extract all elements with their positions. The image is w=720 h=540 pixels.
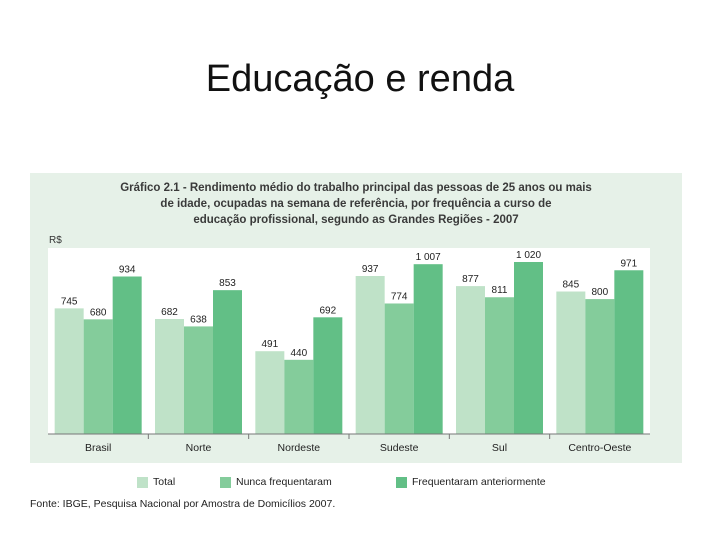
data-label: 491 <box>261 339 278 350</box>
data-label: 934 <box>119 265 136 276</box>
data-label: 811 <box>492 285 508 296</box>
legend-item-frequentaram: Frequentaram anteriormente <box>396 476 546 488</box>
legend-label: Total <box>153 476 176 488</box>
bar <box>155 318 184 434</box>
data-label: 682 <box>161 307 178 318</box>
bar <box>313 317 343 434</box>
bar <box>585 299 615 434</box>
source-note: Fonte: IBGE, Pesquisa Nacional por Amost… <box>30 498 336 510</box>
bar <box>485 297 514 434</box>
legend-swatch <box>220 476 231 488</box>
data-label: 971 <box>620 258 637 269</box>
legend-item-nunca: Nunca frequentaram <box>220 476 332 488</box>
x-tick-label: Sudeste <box>380 442 419 454</box>
bar <box>213 290 242 434</box>
bar <box>184 326 213 434</box>
data-label: 1 007 <box>416 252 441 263</box>
data-label: 845 <box>562 280 579 291</box>
chart-caption: Gráfico 2.1 - Rendimento médio do trabal… <box>30 180 682 228</box>
bar <box>456 286 485 434</box>
legend-label: Frequentaram anteriormente <box>412 476 546 488</box>
x-tick-label: Norte <box>186 442 212 454</box>
data-label: 680 <box>90 307 107 318</box>
legend-swatch <box>137 476 148 488</box>
legend-item-total: Total <box>137 476 175 488</box>
bar <box>83 319 113 434</box>
x-tick-label: Brasil <box>85 442 111 454</box>
legend-swatch <box>396 476 407 488</box>
data-label: 1 020 <box>516 250 541 261</box>
plot-area <box>48 248 650 434</box>
caption-line: educação profissional, segundo as Grande… <box>193 214 519 226</box>
data-label: 800 <box>591 287 608 298</box>
data-label: 692 <box>319 305 336 316</box>
slide-title: Educação e renda <box>205 58 515 100</box>
caption-line: Gráfico 2.1 - Rendimento médio do trabal… <box>120 182 592 194</box>
bar <box>614 270 644 434</box>
data-label: 745 <box>61 296 78 307</box>
bar <box>413 264 443 434</box>
legend-label: Nunca frequentaram <box>236 476 332 488</box>
bar <box>284 359 314 434</box>
data-label: 638 <box>190 314 207 325</box>
x-tick-label: Centro-Oeste <box>568 442 631 454</box>
bar <box>556 291 586 434</box>
bar <box>355 275 385 434</box>
bar <box>255 351 285 434</box>
bar <box>384 303 414 434</box>
data-label: 937 <box>362 264 379 275</box>
x-tick-label: Nordeste <box>278 442 321 454</box>
caption-line: de idade, ocupadas na semana de referênc… <box>160 198 552 210</box>
bar-chart: R$ 745 680 934 Brasil 682 638 853 Norte 491 440 692… <box>48 235 650 454</box>
bar <box>112 276 142 434</box>
bar <box>514 262 543 434</box>
x-tick-label: Sul <box>492 442 507 454</box>
data-label: 853 <box>219 278 236 289</box>
y-axis-label: R$ <box>49 235 62 246</box>
data-label: 440 <box>290 348 307 359</box>
data-label: 774 <box>391 291 408 302</box>
data-label: 877 <box>462 274 479 285</box>
bar <box>54 308 84 434</box>
